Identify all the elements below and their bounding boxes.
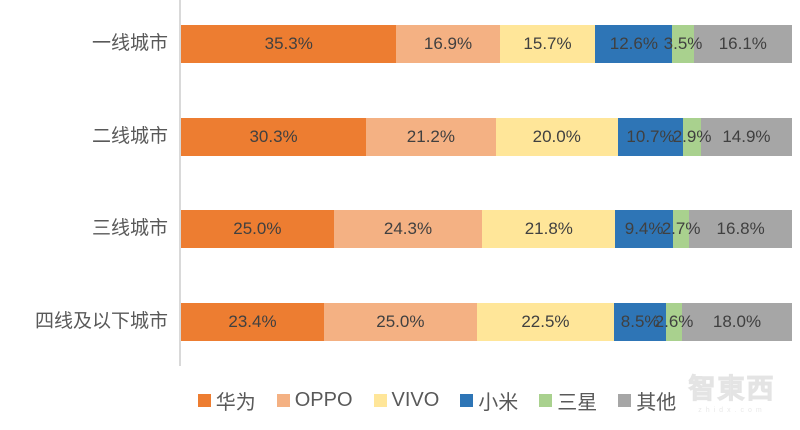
chart-row: 一线城市 35.3% 16.9% 15.7% 12.6% 3.5% 16.1% bbox=[0, 25, 800, 63]
data-label: 18.0% bbox=[712, 312, 762, 331]
data-label: 12.6% bbox=[609, 34, 658, 53]
legend-swatch-icon bbox=[197, 394, 211, 407]
legend-item: 三星 bbox=[539, 386, 597, 415]
bar-segment: 25.0% bbox=[323, 303, 477, 341]
data-label: 10.7% bbox=[626, 127, 675, 146]
legend-swatch-icon bbox=[618, 394, 632, 407]
data-label: 23.4% bbox=[228, 312, 277, 331]
bar-segment: 12.6% bbox=[595, 25, 673, 63]
data-label: 2.9% bbox=[672, 127, 712, 146]
bar-segment: 10.7% bbox=[617, 118, 684, 156]
category-label: 四线及以下城市 bbox=[34, 311, 168, 332]
bar-segment: 16.8% bbox=[689, 210, 792, 248]
legend-swatch-icon bbox=[373, 394, 387, 407]
data-label: 21.2% bbox=[406, 127, 455, 146]
bar-segment: 22.5% bbox=[476, 303, 615, 341]
bar-segment: 21.2% bbox=[366, 118, 496, 156]
legend: 华为 OPPO VIVO 小米 三星 其他 bbox=[0, 386, 800, 415]
legend-label: 三星 bbox=[557, 392, 598, 414]
chart-row: 二线城市 30.3% 21.2% 20.0% 10.7% 2.9% 14.9% bbox=[0, 118, 800, 156]
data-label: 8.5% bbox=[620, 312, 660, 331]
data-label: 20.0% bbox=[532, 127, 581, 146]
data-label: 24.3% bbox=[383, 219, 433, 238]
bar-segment: 24.3% bbox=[333, 210, 483, 248]
data-label: 2.7% bbox=[661, 219, 701, 238]
bar-segment: 20.0% bbox=[495, 118, 618, 156]
y-axis-line bbox=[179, 0, 181, 366]
legend-label: 华为 bbox=[215, 392, 256, 414]
legend-item: 华为 bbox=[197, 386, 256, 415]
category-label: 三线城市 bbox=[91, 218, 168, 239]
bar-segment: 2.9% bbox=[673, 118, 711, 156]
data-label: 21.8% bbox=[524, 219, 573, 238]
bar-segment: 2.6% bbox=[655, 303, 693, 341]
legend-swatch-icon bbox=[539, 394, 553, 407]
data-label: 16.1% bbox=[718, 34, 767, 53]
category-label: 一线城市 bbox=[91, 33, 168, 54]
stacked-bar: 30.3% 21.2% 20.0% 10.7% 2.9% 14.9% bbox=[181, 118, 792, 156]
bar-segment: 15.7% bbox=[499, 25, 596, 63]
data-label: 25.0% bbox=[233, 219, 282, 238]
legend-item: OPPO bbox=[276, 389, 353, 412]
data-label: 35.3% bbox=[264, 34, 313, 53]
bar-segment: 16.1% bbox=[693, 25, 792, 63]
chart-row: 四线及以下城市 23.4% 25.0% 22.5% 8.5% 2.6% 18.0% bbox=[0, 303, 800, 341]
bar-segment: 3.5% bbox=[664, 25, 702, 63]
chart-row: 三线城市 25.0% 24.3% 21.8% 9.4% 2.7% 16.8% bbox=[0, 210, 800, 248]
legend-item: 小米 bbox=[460, 386, 518, 415]
category-label: 二线城市 bbox=[91, 126, 168, 147]
data-label: 9.4% bbox=[624, 219, 664, 238]
legend-label: 小米 bbox=[478, 392, 519, 414]
bar-segment: 21.8% bbox=[482, 210, 616, 248]
legend-item: 其他 bbox=[618, 386, 676, 415]
bar-segment: 30.3% bbox=[181, 118, 367, 156]
bar-segment: 16.9% bbox=[396, 25, 500, 63]
legend-swatch-icon bbox=[460, 394, 474, 407]
data-label: 16.8% bbox=[716, 219, 765, 238]
bar-segment: 23.4% bbox=[181, 303, 324, 341]
stacked-bar: 25.0% 24.3% 21.8% 9.4% 2.7% 16.8% bbox=[181, 210, 792, 248]
bar-segment: 9.4% bbox=[615, 210, 673, 248]
data-label: 3.5% bbox=[663, 34, 703, 53]
stacked-bar: 23.4% 25.0% 22.5% 8.5% 2.6% 18.0% bbox=[181, 303, 792, 341]
legend-item: VIVO bbox=[373, 389, 440, 412]
legend-label: OPPO bbox=[294, 389, 353, 411]
data-label: 14.9% bbox=[722, 127, 771, 146]
legend-swatch-icon bbox=[276, 394, 290, 407]
data-label: 15.7% bbox=[523, 34, 572, 53]
legend-label: VIVO bbox=[391, 389, 440, 411]
bar-segment: 35.3% bbox=[181, 25, 397, 63]
legend-label: 其他 bbox=[636, 392, 677, 414]
bar-segment: 25.0% bbox=[181, 210, 334, 248]
data-label: 2.6% bbox=[654, 312, 694, 331]
bar-segment: 8.5% bbox=[614, 303, 667, 341]
data-label: 22.5% bbox=[521, 312, 570, 331]
bar-segment: 18.0% bbox=[681, 303, 792, 341]
data-label: 16.9% bbox=[423, 34, 473, 53]
data-label: 30.3% bbox=[249, 127, 298, 146]
data-label: 25.0% bbox=[376, 312, 425, 331]
bar-segment: 2.7% bbox=[662, 210, 700, 248]
bar-segment: 14.9% bbox=[700, 118, 792, 156]
stacked-bar: 35.3% 16.9% 15.7% 12.6% 3.5% 16.1% bbox=[181, 25, 792, 63]
